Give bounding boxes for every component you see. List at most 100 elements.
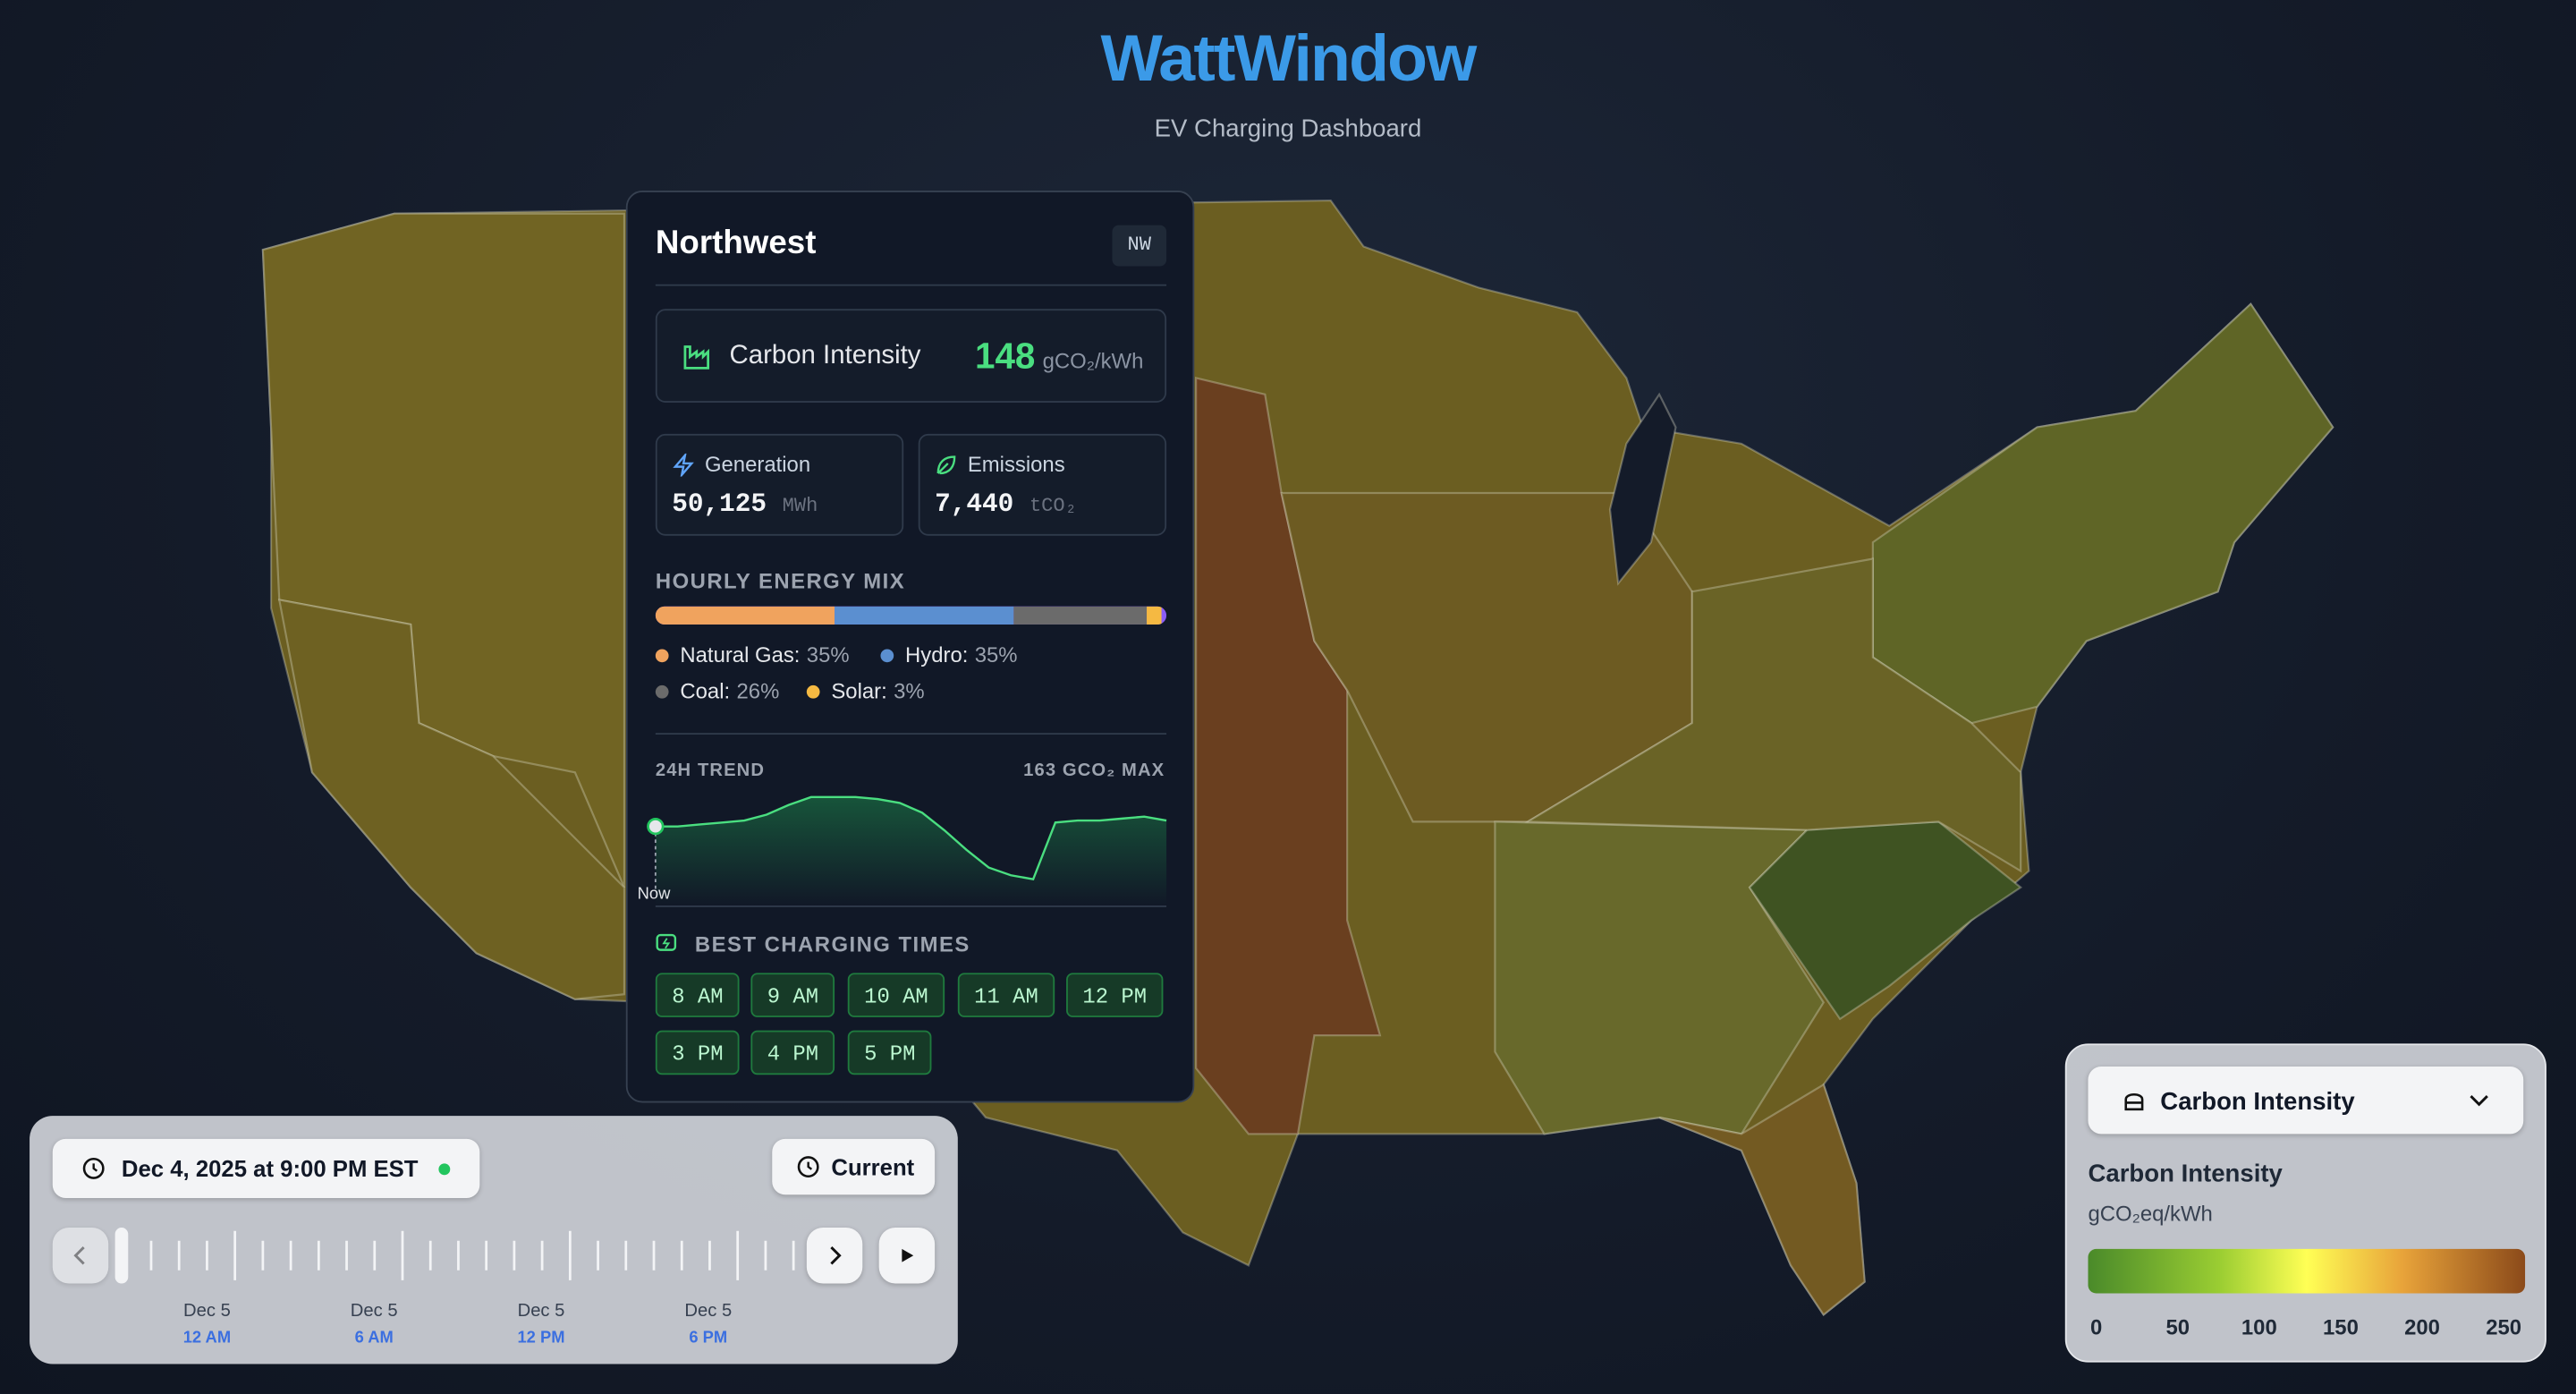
chevron-right bbox=[830, 1246, 842, 1265]
layer-selector[interactable]: Carbon Intensity bbox=[2088, 1067, 2524, 1135]
divider bbox=[655, 733, 1167, 735]
emissions-wrap: 7,440 tCO₂ bbox=[935, 489, 1077, 519]
region-central bbox=[1195, 377, 1382, 1135]
timeline-track[interactable] bbox=[114, 1221, 805, 1290]
emissions-label: Emissions bbox=[967, 452, 1065, 477]
mix-value: 26% bbox=[736, 678, 780, 704]
chevron-left bbox=[73, 1246, 85, 1265]
next-button[interactable] bbox=[806, 1228, 863, 1284]
legend-panel: Carbon Intensity Carbon Intensity gCO₂eq… bbox=[2064, 1043, 2546, 1363]
prev-button[interactable] bbox=[52, 1228, 109, 1284]
slider-handle bbox=[114, 1228, 129, 1284]
bolt-icon bbox=[673, 453, 694, 477]
time-label-date: Dec 5 bbox=[684, 1301, 733, 1322]
mix-segment bbox=[834, 606, 1013, 625]
mix-legend-item: Solar: 3% bbox=[806, 678, 925, 704]
play-button[interactable] bbox=[878, 1228, 936, 1284]
charging-chip: 9 AM bbox=[750, 973, 835, 1017]
trend-chart bbox=[647, 795, 1167, 906]
trend-max: 163 GCO₂ MAX bbox=[1023, 761, 1165, 781]
mix-value: 35% bbox=[974, 642, 1018, 667]
app-title: WattWindow bbox=[1100, 22, 1478, 96]
carbon-value: 148 bbox=[974, 335, 1036, 377]
time-label-time: 6 AM bbox=[354, 1329, 394, 1348]
region-california bbox=[277, 599, 626, 1000]
generation-value: 50,125 bbox=[672, 489, 767, 520]
mix-legend-item: Coal: 26% bbox=[655, 678, 780, 704]
color-scale-tick: 50 bbox=[2165, 1314, 2190, 1339]
carbon-label: Carbon Intensity bbox=[729, 342, 921, 370]
generation-unit: MWh bbox=[782, 494, 818, 518]
generation-label: Generation bbox=[704, 452, 811, 477]
color-scale-tick: 0 bbox=[2090, 1314, 2103, 1339]
mix-swatch bbox=[880, 649, 894, 663]
factory-icon bbox=[683, 345, 710, 370]
current-button[interactable]: Current bbox=[772, 1138, 936, 1195]
mix-segment bbox=[655, 606, 835, 625]
clock-icon bbox=[797, 1156, 819, 1178]
battery-icon bbox=[656, 933, 677, 951]
mix-name: Hydro: bbox=[905, 642, 969, 667]
emissions-value: 7,440 bbox=[935, 489, 1014, 520]
mix-value: 35% bbox=[806, 642, 850, 667]
emissions-card: Emissions 7,440 tCO₂ bbox=[918, 433, 1167, 536]
mix-name: Solar: bbox=[831, 678, 887, 704]
mix-legend-item: Natural Gas: 35% bbox=[655, 642, 850, 667]
now-label: Now bbox=[637, 885, 671, 905]
region-code: NW bbox=[1112, 225, 1167, 267]
color-scale-tick: 100 bbox=[2241, 1314, 2277, 1339]
time-label-time: 6 PM bbox=[689, 1329, 728, 1348]
region-panel: Northwest NW Carbon Intensity 148 gCO₂/k… bbox=[625, 191, 1195, 1103]
charging-chip: 5 PM bbox=[847, 1030, 932, 1075]
charging-chip: 11 AM bbox=[957, 973, 1055, 1017]
color-scale-tick: 150 bbox=[2323, 1314, 2359, 1339]
lake-michigan bbox=[1608, 392, 1677, 586]
charging-title: BEST CHARGING TIMES bbox=[694, 931, 970, 956]
current-label: Current bbox=[831, 1153, 915, 1180]
mix-swatch bbox=[655, 684, 669, 699]
mix-name: Natural Gas: bbox=[680, 642, 801, 667]
now-point bbox=[647, 817, 665, 836]
legend-unit: gCO₂eq/kWh bbox=[2088, 1201, 2213, 1227]
time-label-date: Dec 5 bbox=[517, 1301, 565, 1322]
trend-line bbox=[655, 795, 1167, 880]
region-name: Northwest bbox=[655, 225, 817, 262]
mix-swatch bbox=[655, 649, 669, 663]
time-label-time: 12 PM bbox=[517, 1329, 565, 1348]
trend-area bbox=[655, 796, 1167, 906]
region-midatlantic bbox=[1524, 557, 2022, 873]
color-scale bbox=[2088, 1248, 2526, 1294]
emissions-unit: tCO₂ bbox=[1029, 494, 1077, 518]
legend-title: Carbon Intensity bbox=[2088, 1160, 2283, 1188]
carbon-unit: gCO₂/kWh bbox=[1042, 348, 1144, 373]
time-label-date: Dec 5 bbox=[183, 1301, 231, 1322]
mix-name: Coal: bbox=[680, 678, 731, 704]
leaf-icon bbox=[936, 455, 956, 475]
time-label-date: Dec 5 bbox=[350, 1301, 398, 1322]
generation-card: Generation 50,125 MWh bbox=[655, 433, 904, 536]
datetime: Dec 4, 2025 at 9:00 PM EST bbox=[121, 1155, 419, 1182]
color-scale-tick: 200 bbox=[2404, 1314, 2440, 1339]
mix-swatch bbox=[806, 684, 820, 699]
live-dot bbox=[438, 1163, 451, 1176]
chevron-down bbox=[2470, 1095, 2488, 1107]
generation-wrap: 50,125 MWh bbox=[672, 489, 818, 519]
datetime-pill[interactable]: Dec 4, 2025 at 9:00 PM EST bbox=[52, 1138, 480, 1198]
mix-value: 3% bbox=[894, 678, 925, 704]
carbon-value-wrap: 148 gCO₂/kWh bbox=[975, 336, 1143, 378]
charging-chip: 12 PM bbox=[1066, 973, 1164, 1017]
selector-label: Carbon Intensity bbox=[2160, 1087, 2355, 1117]
carbon-card: Carbon Intensity 148 gCO₂/kWh bbox=[655, 309, 1167, 403]
region-florida bbox=[1658, 1083, 1866, 1316]
timeline-panel: Dec 4, 2025 at 9:00 PM EST Current Dec 5… bbox=[30, 1116, 958, 1364]
clock-icon bbox=[82, 1157, 105, 1179]
divider bbox=[655, 905, 1167, 907]
charging-chip: 3 PM bbox=[655, 1030, 740, 1075]
mix-bar bbox=[655, 606, 1167, 625]
charging-chip: 10 AM bbox=[847, 973, 945, 1017]
charging-chip: 8 AM bbox=[655, 973, 740, 1017]
app-subtitle: EV Charging Dashboard bbox=[1154, 115, 1422, 143]
trend-title: 24H TREND bbox=[655, 761, 766, 781]
layer-icon bbox=[2124, 1092, 2144, 1111]
